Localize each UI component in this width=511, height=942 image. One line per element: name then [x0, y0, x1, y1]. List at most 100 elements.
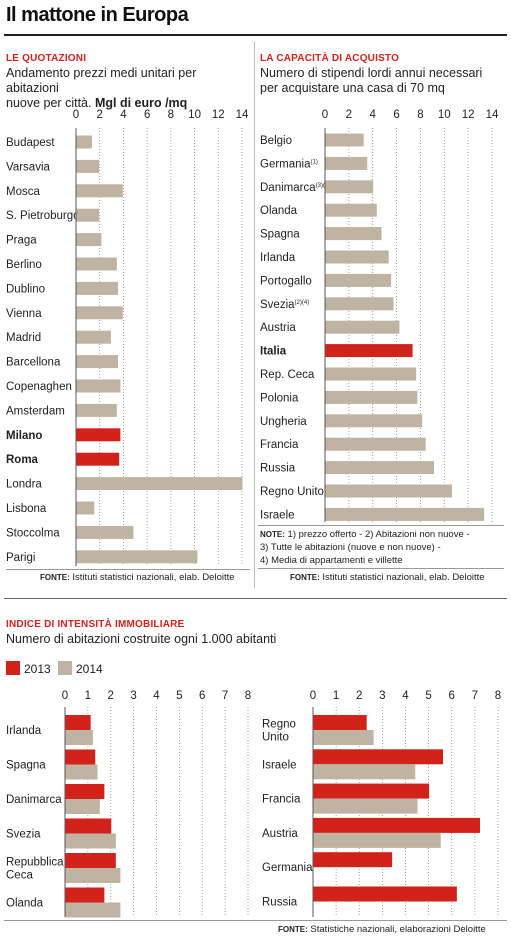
- tick-label: 4: [370, 109, 377, 121]
- bar-francia-2013: [313, 783, 430, 799]
- bar-irlanda-2013: [65, 715, 91, 730]
- bar-austria-2013: [313, 817, 480, 833]
- bar-svezia: [325, 297, 394, 311]
- category-label-praga: Praga: [6, 235, 37, 247]
- left-subtitle-unit: Mgl di euro /mq: [94, 96, 188, 110]
- tick-label: 4: [153, 690, 160, 702]
- tick-label: 10: [438, 109, 451, 121]
- tick-label: 2: [97, 109, 103, 121]
- note-line-1-text: 1) prezzo offerto - 2) Abitazioni non nu…: [284, 529, 470, 540]
- tick-label: 0: [62, 690, 68, 702]
- note-line-1: NOTE: 1) prezzo offerto - 2) Abitazioni …: [260, 528, 470, 541]
- bar-germania: [325, 156, 368, 170]
- tick-label: 5: [176, 690, 182, 702]
- category-footnote: (3)(4): [316, 183, 331, 189]
- bar-amsterdam: [76, 403, 117, 417]
- bar-milano: [76, 428, 121, 442]
- left-source-prefix: FONTE:: [40, 573, 70, 582]
- category-label-rep-ceca: Rep. Ceca: [260, 369, 315, 381]
- bar-repubblica-ceca-2013: [65, 853, 116, 868]
- bar-francia: [325, 437, 426, 451]
- legend-label-2014: 2014: [76, 662, 103, 676]
- category-label-s-pietroburgo: S. Pietroburgo: [6, 210, 80, 222]
- tick-label: 14: [236, 109, 249, 121]
- bar-russia-2013: [313, 886, 457, 902]
- category-label-ungheria: Ungheria: [260, 416, 307, 428]
- right-notes: NOTE: 1) prezzo offerto - 2) Abitazioni …: [260, 528, 470, 567]
- bottom-source-prefix: FONTE:: [278, 925, 308, 934]
- category-label-spagna: Spagna: [260, 229, 300, 241]
- left-subtitle: Andamento prezzi medi unitari per abitaz…: [6, 66, 251, 111]
- tick-label: 8: [417, 109, 423, 121]
- tick-label: 10: [188, 109, 201, 121]
- category-label-parigi: Parigi: [6, 552, 35, 564]
- category-label-israele: Israele: [262, 759, 297, 771]
- category-label-israele: Israele: [260, 509, 295, 521]
- bar-irlanda-2014: [65, 730, 93, 745]
- bar-danimarca-2013: [65, 784, 105, 799]
- tick-label: 1: [85, 690, 91, 702]
- tick-label: 8: [168, 109, 174, 121]
- category-label-dublino: Dublino: [6, 283, 45, 295]
- bar-regno-unito: [325, 484, 452, 498]
- left-source-divider: [6, 569, 250, 570]
- category-label-madrid: Madrid: [6, 332, 41, 344]
- tick-label: 3: [130, 690, 136, 702]
- right-source-text: Istituti statistici nazionali, elab. Del…: [319, 572, 485, 583]
- tick-label: 6: [144, 109, 150, 121]
- tick-label: 12: [462, 109, 475, 121]
- bar-austria-2014: [313, 832, 441, 848]
- category-label-roma: Roma: [6, 454, 39, 466]
- bar-irlanda: [325, 250, 389, 264]
- tick-label: 12: [212, 109, 225, 121]
- tick-label: 6: [199, 690, 205, 702]
- bottom-subtitle: Numero di abitazioni costruite ogni 1.00…: [6, 632, 277, 646]
- category-label-repubblica-ceca: Repubblica: [6, 857, 64, 869]
- right-subtitle-line2: per acquistare una casa di 70 mq: [260, 81, 445, 95]
- category-label-budapest: Budapest: [6, 137, 55, 149]
- right-subtitle: Numero di stipendi lordi annui necessari…: [260, 66, 505, 96]
- tick-label: 2: [108, 690, 114, 702]
- note-prefix: NOTE:: [260, 530, 285, 539]
- left-subtitle-line2: nuove per città. Mgl di euro /mq: [6, 96, 251, 111]
- tick-label: 5: [425, 690, 431, 702]
- category-label-germania: Germania(1): [260, 158, 318, 170]
- category-label-portogallo: Portogallo: [260, 275, 312, 287]
- bar-portogallo: [325, 273, 392, 287]
- category-label-danimarca: Danimarca(3)(4): [260, 182, 330, 194]
- bar-svezia-2013: [65, 818, 112, 834]
- left-subtitle-line1: Andamento prezzi medi unitari per abitaz…: [6, 66, 197, 95]
- right-source-divider: [258, 568, 504, 569]
- right-notes-divider: [258, 525, 504, 526]
- category-label-russia: Russia: [260, 463, 296, 475]
- bar-parigi: [76, 550, 198, 564]
- bar-repubblica-ceca-2014: [65, 868, 121, 883]
- category-label-spagna: Spagna: [6, 760, 46, 772]
- bar-belgio: [325, 133, 364, 147]
- right-section-label: LA CAPACITÀ DI ACQUISTO: [260, 53, 400, 64]
- category-label-francia: Francia: [260, 439, 299, 451]
- bar-mosca: [76, 184, 123, 198]
- bar-germania-2013: [313, 852, 393, 868]
- bar-rep-ceca: [325, 367, 417, 381]
- bar-lisbona: [76, 501, 95, 515]
- bar-regno-unito-2013: [313, 715, 367, 730]
- bar-olanda: [325, 203, 377, 217]
- category-label-austria: Austria: [260, 322, 296, 334]
- bar-danimarca-2014: [65, 799, 100, 814]
- category-label-irlanda: Irlanda: [6, 725, 42, 737]
- left-section-label: LE QUOTAZIONI: [6, 53, 87, 64]
- bar-dublino: [76, 281, 118, 295]
- title-divider: [4, 34, 507, 36]
- category-label-germania: Germania: [262, 862, 313, 874]
- tick-label: 0: [310, 690, 316, 702]
- bar-svezia-2014: [65, 833, 116, 849]
- category-label-polonia: Polonia: [260, 392, 299, 404]
- bar-regno-unito-2014: [313, 730, 374, 745]
- bar-spagna-2013: [65, 749, 96, 765]
- bar-danimarca: [325, 180, 374, 194]
- category-label-regno-unito: Unito: [262, 732, 289, 744]
